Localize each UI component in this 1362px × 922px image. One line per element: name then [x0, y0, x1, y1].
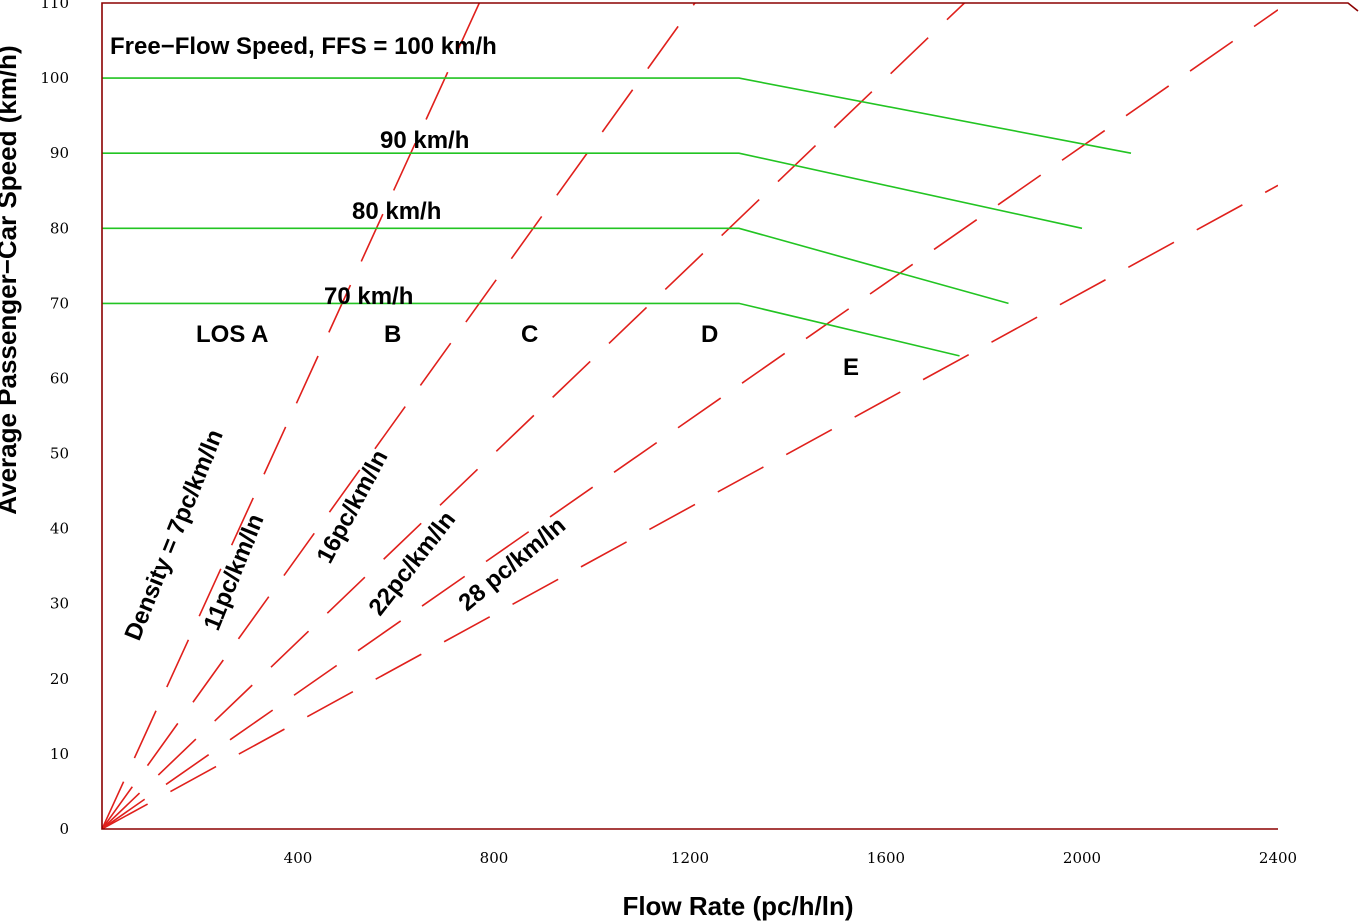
density-28-label: 28 pc/km/ln	[454, 512, 572, 617]
density-line-22	[102, 9, 1278, 829]
x-axis-title: Flow Rate (pc/h/ln)	[622, 891, 853, 921]
y-tick-label: 50	[50, 445, 69, 463]
speed-flow-curve-1	[102, 77, 1132, 154]
x-tick-label: 400	[284, 849, 313, 867]
ffs-70-label: 70 km/h	[324, 283, 413, 310]
y-tick-label: 10	[50, 745, 69, 763]
speed-flow-curve-3	[102, 227, 1009, 305]
speed-flow-curve-4	[102, 302, 960, 357]
los-b-label: B	[384, 321, 401, 348]
x-tick-label: 2400	[1259, 849, 1297, 867]
density-16-label: 16pc/km/ln	[311, 446, 393, 568]
y-axis-title: Average Passenger−Car Speed (km/h)	[0, 45, 22, 514]
density-line-11	[102, 3, 696, 829]
los-c-label: C	[521, 321, 538, 348]
y-tick-label: 20	[50, 670, 69, 688]
y-tick-label: 80	[50, 219, 69, 237]
x-tick-label: 800	[480, 849, 509, 867]
x-tick-label: 2000	[1063, 849, 1101, 867]
los-e-label: E	[843, 354, 859, 381]
density-line-16	[102, 3, 965, 829]
y-tick-label: 110	[40, 0, 69, 12]
los-a-label: LOS A	[196, 321, 268, 348]
density-11-label: 11pc/km/ln	[199, 510, 270, 634]
axis-frame	[101, 2, 1359, 830]
density-line-28	[102, 184, 1278, 829]
y-tick-label: 60	[50, 369, 69, 387]
ffs-80-label: 80 km/h	[352, 198, 441, 225]
y-tick-label: 90	[50, 144, 69, 162]
axes	[101, 2, 1359, 830]
x-tick-label: 1200	[671, 849, 709, 867]
density-22-label: 22pc/km/ln	[363, 506, 461, 620]
los-d-label: D	[701, 321, 718, 348]
y-tick-label: 0	[59, 820, 69, 838]
speed-flow-curve-2	[102, 152, 1083, 230]
x-tick-label: 1600	[867, 849, 905, 867]
plot-lines	[102, 3, 1278, 829]
tick-labels: 0 10 20 30 40 50 60 70 80 90 100 110 400 800 1200 1600 2…	[40, 0, 1297, 867]
ffs-100-label: Free−Flow Speed, FFS = 100 km/h	[110, 33, 497, 60]
ffs-90-label: 90 km/h	[380, 127, 469, 154]
y-tick-label: 40	[50, 520, 69, 538]
y-tick-label: 70	[50, 294, 69, 312]
y-tick-label: 100	[40, 69, 69, 87]
y-tick-label: 30	[50, 595, 69, 613]
